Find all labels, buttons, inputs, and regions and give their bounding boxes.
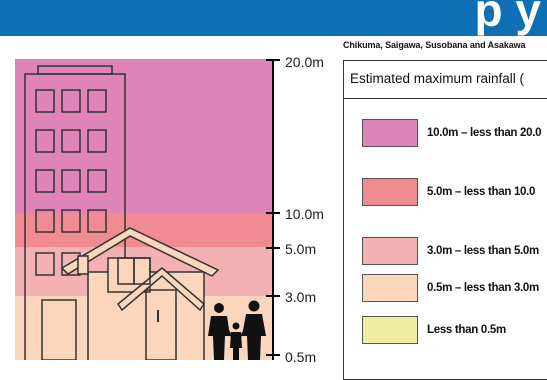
tick-0.5m bbox=[266, 354, 280, 356]
title-banner: p y bbox=[0, 0, 547, 36]
area-caption: Chikuma, Saigawa, Susobana and Asakawa bbox=[343, 40, 526, 50]
tick-10m bbox=[266, 212, 280, 214]
legend-label-10-20: 10.0m – less than 20.0 bbox=[427, 127, 542, 139]
tick-label-5m: 5.0m bbox=[285, 241, 317, 257]
tick-label-10m: 10.0m bbox=[285, 206, 324, 222]
legend-swatch-3-5 bbox=[362, 237, 418, 265]
family-icon bbox=[208, 300, 266, 360]
banner-title-text: p y bbox=[474, 0, 541, 36]
apartment-building-icon bbox=[24, 65, 126, 360]
legend-swatch-0.5-3 bbox=[362, 274, 418, 302]
legend-label-0.5-3: 0.5m – less than 3.0m bbox=[427, 282, 539, 294]
legend-swatch-10-20 bbox=[362, 119, 418, 147]
legend-divider bbox=[344, 98, 547, 99]
tick-label-3m: 3.0m bbox=[285, 289, 317, 305]
legend-label-5-10: 5.0m – less than 10.0 bbox=[427, 186, 536, 198]
tick-3m bbox=[266, 295, 280, 297]
tick-label-0.5m: 0.5m bbox=[285, 349, 317, 365]
building-house-illustration bbox=[24, 65, 266, 360]
legend-swatch-lt-0.5 bbox=[362, 316, 418, 344]
house-icon bbox=[60, 227, 220, 360]
legend-title: Estimated maximum rainfall ( bbox=[350, 71, 525, 86]
legend-label-lt-0.5: Less than 0.5m bbox=[427, 324, 506, 336]
tick-5m bbox=[266, 247, 280, 249]
legend-swatch-5-10 bbox=[362, 178, 418, 206]
depth-band-10-20 bbox=[15, 59, 272, 213]
legend-box: Estimated maximum rainfall ( 10.0m – les… bbox=[343, 60, 547, 380]
tick-label-20m: 20.0m bbox=[285, 54, 324, 70]
legend-label-3-5: 3.0m – less than 5.0m bbox=[427, 245, 539, 257]
depth-ruler bbox=[272, 59, 274, 360]
tick-20m bbox=[266, 59, 280, 61]
